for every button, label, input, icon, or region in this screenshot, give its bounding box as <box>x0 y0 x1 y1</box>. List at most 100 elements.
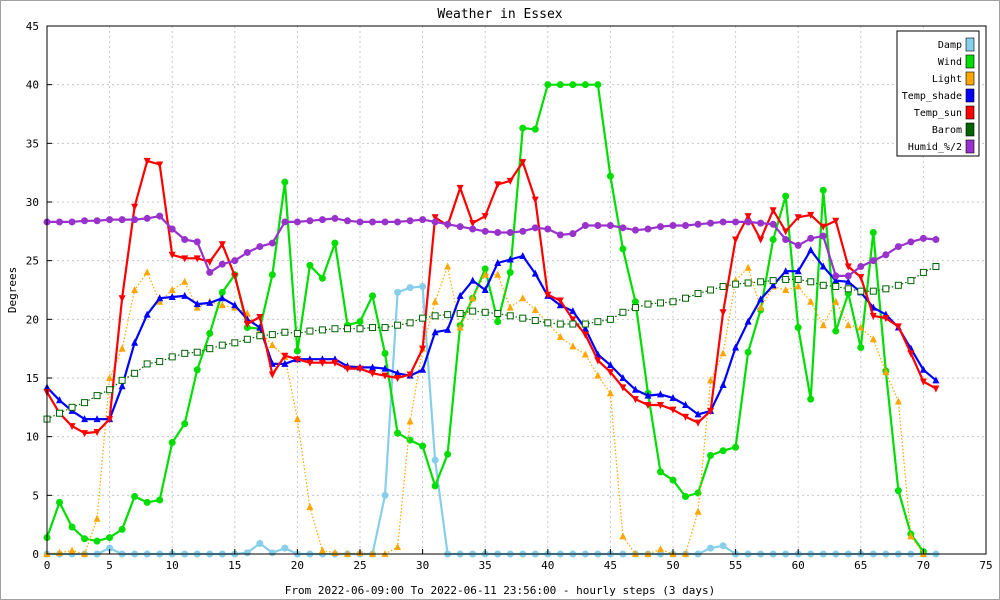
data-point-wind <box>118 525 126 533</box>
data-point-temp-sun <box>168 251 176 259</box>
data-point-barom <box>669 298 677 306</box>
data-point-barom <box>331 325 339 333</box>
data-point-humid-2 <box>143 214 151 222</box>
data-point-wind <box>519 124 527 132</box>
data-point-wind <box>531 125 539 133</box>
data-point-wind <box>494 318 502 326</box>
data-point-wind <box>306 261 314 269</box>
data-point-damp <box>256 539 264 547</box>
data-point-humid-2 <box>606 221 614 229</box>
data-point-humid-2 <box>68 218 76 226</box>
data-point-light <box>306 503 314 511</box>
data-point-wind <box>168 439 176 447</box>
ticks: 0 5 10 15 20 25 30 35 40 45 50 55 60 65 70 75 0 5 10 15 20 25… <box>26 20 993 572</box>
data-point-temp-sun <box>732 236 740 244</box>
data-point-barom <box>444 311 452 319</box>
x-tick-label: 50 <box>666 559 679 572</box>
data-point-temp-shade <box>81 415 89 423</box>
data-point-temp-sun <box>594 357 602 365</box>
data-point-wind <box>556 81 564 89</box>
data-point-light <box>794 282 802 290</box>
data-point-barom <box>932 263 940 271</box>
data-point-light <box>131 286 139 293</box>
data-point-temp-shade <box>832 276 840 284</box>
data-point-temp-sun <box>293 356 301 364</box>
data-point-barom <box>406 319 414 327</box>
legend-swatch-damp <box>965 37 975 52</box>
data-point-humid-2 <box>581 221 589 229</box>
data-point-barom <box>56 409 64 417</box>
data-point-barom <box>356 325 364 333</box>
data-point-wind <box>744 348 752 356</box>
series-wind <box>43 81 927 556</box>
data-point-temp-shade <box>644 391 652 399</box>
data-point-temp-sun <box>506 177 514 185</box>
data-point-temp-shade <box>156 294 164 302</box>
data-point-light <box>857 323 865 331</box>
data-point-temp-sun <box>782 228 790 236</box>
y-tick-label: 0 <box>32 548 39 561</box>
data-point-barom <box>168 353 176 361</box>
data-point-temp-sun <box>243 321 251 329</box>
data-point-humid-2 <box>519 227 527 235</box>
data-point-humid-2 <box>206 268 214 276</box>
data-point-humid-2 <box>832 272 840 280</box>
data-point-temp-sun <box>381 372 389 380</box>
data-point-temp-sun <box>218 241 226 249</box>
data-point-barom <box>882 285 890 293</box>
data-point-wind <box>318 274 326 282</box>
data-point-barom <box>819 281 827 289</box>
data-point-wind <box>331 239 339 247</box>
data-point-humid-2 <box>857 263 865 271</box>
data-point-temp-shade <box>494 259 502 267</box>
data-point-temp-shade <box>193 300 201 308</box>
data-point-barom <box>318 326 326 334</box>
data-point-humid-2 <box>406 217 414 225</box>
data-point-damp <box>719 542 727 550</box>
data-point-humid-2 <box>694 220 702 228</box>
data-point-barom <box>919 268 927 276</box>
data-point-barom <box>907 277 915 285</box>
data-point-humid-2 <box>481 227 489 235</box>
data-point-temp-sun <box>757 236 765 244</box>
data-point-barom <box>469 307 477 315</box>
data-point-wind <box>81 535 89 543</box>
data-point-temp-sun <box>581 331 589 339</box>
series-temp-sun <box>43 157 940 438</box>
data-point-temp-shade <box>431 328 439 336</box>
data-point-light <box>168 286 176 293</box>
data-point-temp-shade <box>744 317 752 325</box>
data-point-wind <box>894 487 902 495</box>
x-tick-label: 65 <box>854 559 867 572</box>
data-point-barom <box>106 386 114 394</box>
series-line-barom <box>46 265 937 420</box>
data-point-barom <box>481 308 489 316</box>
data-point-barom <box>832 282 840 290</box>
data-point-barom <box>656 299 664 307</box>
data-point-barom <box>732 280 740 288</box>
data-point-wind <box>794 324 802 332</box>
data-point-temp-shade <box>656 390 664 398</box>
data-point-wind <box>682 493 690 501</box>
legend-label-temp-shade: Temp_shade <box>902 91 962 102</box>
y-tick-label: 35 <box>26 137 39 150</box>
data-point-barom <box>256 332 264 340</box>
data-point-humid-2 <box>844 272 852 280</box>
x-tick-label: 35 <box>479 559 492 572</box>
data-point-barom <box>381 324 389 332</box>
data-point-light <box>619 532 627 540</box>
data-point-light <box>118 344 126 352</box>
data-point-temp-sun <box>481 213 489 221</box>
data-point-temp-shade <box>394 369 402 377</box>
data-point-light <box>268 341 276 349</box>
data-point-humid-2 <box>794 241 802 249</box>
data-point-temp-shade <box>807 246 815 254</box>
data-point-light <box>93 514 101 522</box>
data-point-humid-2 <box>343 217 351 225</box>
data-point-light <box>394 542 402 550</box>
data-point-temp-shade <box>556 301 564 309</box>
data-point-humid-2 <box>106 216 114 224</box>
y-tick-label: 40 <box>26 79 39 92</box>
data-point-barom <box>394 321 402 329</box>
data-point-barom <box>306 327 314 335</box>
